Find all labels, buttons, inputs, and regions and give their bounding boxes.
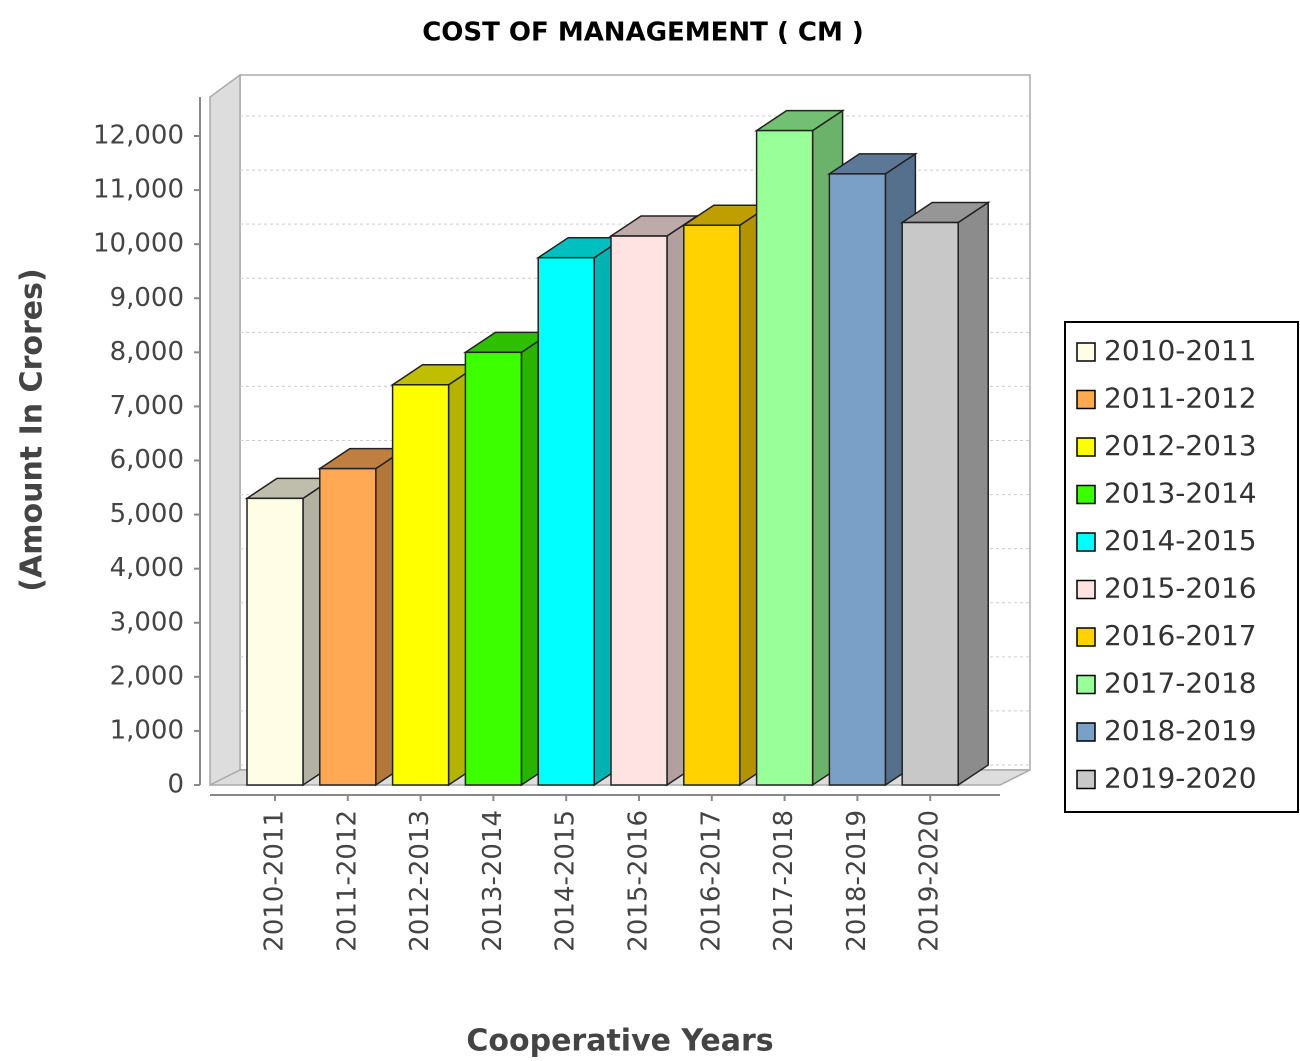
y-tick-label: 5,000 bbox=[110, 499, 184, 529]
x-tick-label: 2012-2013 bbox=[405, 810, 435, 952]
legend-label: 2013-2014 bbox=[1104, 477, 1257, 510]
y-tick-label: 1,000 bbox=[110, 715, 184, 745]
legend-label: 2014-2015 bbox=[1104, 524, 1257, 557]
bar bbox=[391, 384, 450, 786]
bar bbox=[610, 235, 668, 786]
x-tick-label: 2010-2011 bbox=[260, 810, 290, 952]
legend-swatch bbox=[1076, 389, 1096, 410]
legend-swatch bbox=[1076, 769, 1096, 790]
y-tick-label: 6,000 bbox=[110, 445, 184, 475]
legend-swatch bbox=[1076, 532, 1096, 552]
y-axis-label: (Amount In Crores) bbox=[15, 268, 50, 591]
y-tick-label: 10,000 bbox=[93, 229, 184, 259]
legend-label: 2012-2013 bbox=[1104, 429, 1257, 462]
legend bbox=[1064, 321, 1299, 813]
legend-label: 2019-2020 bbox=[1104, 762, 1257, 795]
bar bbox=[755, 129, 814, 786]
x-tick-label: 2016-2017 bbox=[696, 810, 726, 952]
x-axis-label: Cooperative Years bbox=[466, 1024, 773, 1059]
legend-label: 2011-2012 bbox=[1104, 382, 1257, 415]
legend-label: 2016-2017 bbox=[1104, 619, 1257, 652]
y-tick-label: 4,000 bbox=[110, 553, 184, 583]
legend-label: 2015-2016 bbox=[1104, 572, 1257, 605]
bar bbox=[683, 224, 741, 786]
y-tick-label: 0 bbox=[167, 770, 184, 800]
legend-label: 2010-2011 bbox=[1104, 334, 1257, 367]
x-tick-label: 2013-2014 bbox=[478, 810, 508, 952]
bar-side bbox=[957, 201, 989, 787]
bar bbox=[901, 221, 959, 786]
legend-swatch bbox=[1076, 722, 1096, 742]
bar bbox=[319, 467, 377, 786]
x-tick-label: 2018-2019 bbox=[842, 810, 872, 952]
legend-swatch bbox=[1076, 437, 1096, 457]
x-tick-label: 2019-2020 bbox=[915, 810, 945, 952]
x-tick-label: 2011-2012 bbox=[332, 810, 362, 952]
legend-swatch bbox=[1076, 674, 1096, 695]
bar bbox=[464, 351, 523, 786]
chart-title: COST OF MANAGEMENT ( CM ) bbox=[422, 18, 864, 48]
y-tick-label: 12,000 bbox=[93, 121, 184, 151]
bar bbox=[828, 173, 887, 786]
bar bbox=[537, 256, 595, 786]
y-tick-label: 3,000 bbox=[110, 607, 184, 637]
y-tick-label: 8,000 bbox=[110, 337, 184, 367]
y-tick-label: 9,000 bbox=[110, 283, 184, 313]
legend-label: 2017-2018 bbox=[1104, 667, 1257, 700]
x-tick-label: 2017-2018 bbox=[769, 810, 799, 952]
x-tick-label: 2015-2016 bbox=[624, 810, 654, 952]
legend-label: 2018-2019 bbox=[1104, 714, 1257, 747]
legend-swatch bbox=[1076, 342, 1096, 362]
y-tick-label: 11,000 bbox=[93, 175, 184, 205]
bar bbox=[246, 497, 304, 786]
y-tick-label: 2,000 bbox=[110, 661, 184, 691]
legend-swatch bbox=[1076, 579, 1096, 600]
legend-swatch bbox=[1076, 627, 1096, 647]
y-tick-label: 7,000 bbox=[110, 391, 184, 421]
x-tick-label: 2014-2015 bbox=[551, 810, 581, 952]
left-wall bbox=[209, 73, 241, 787]
legend-swatch bbox=[1076, 484, 1096, 505]
